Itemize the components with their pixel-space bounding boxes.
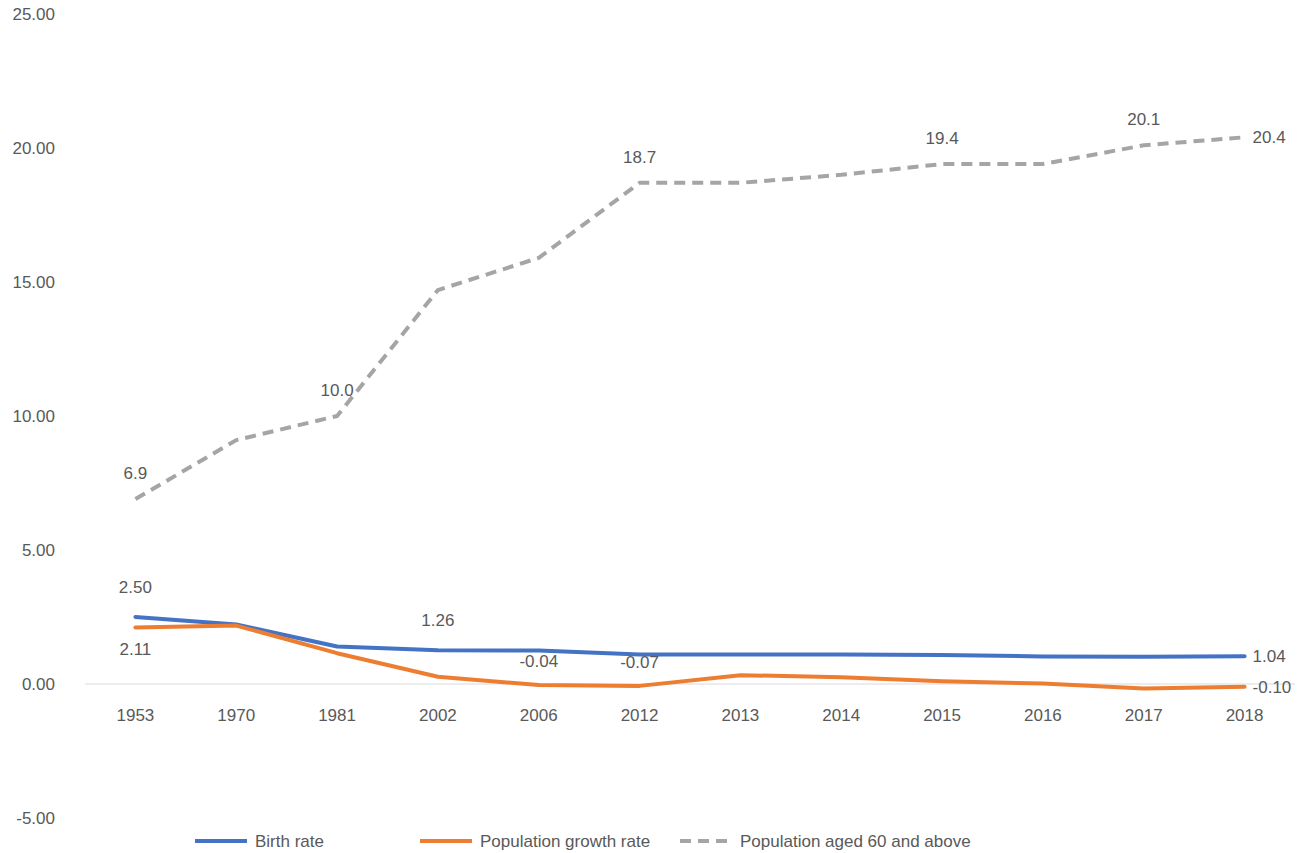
x-tick-label: 2014 [822, 706, 860, 725]
legend-swatch [195, 839, 247, 843]
series-line [135, 137, 1244, 499]
x-tick-label: 2017 [1125, 706, 1163, 725]
x-tick-label: 1981 [318, 706, 356, 725]
data-label: 20.4 [1253, 128, 1286, 147]
x-tick-label: 2018 [1226, 706, 1264, 725]
x-tick-label: 2006 [520, 706, 558, 725]
data-label: 6.9 [124, 464, 148, 483]
data-label: -0.04 [519, 652, 558, 671]
series-line [135, 626, 1244, 689]
data-label: 10.0 [321, 381, 354, 400]
x-tick-label: 2016 [1024, 706, 1062, 725]
legend-label: Population aged 60 and above [740, 832, 971, 851]
x-tick-label: 2013 [722, 706, 760, 725]
y-tick-label: 10.00 [12, 407, 55, 426]
x-tick-label: 1953 [117, 706, 155, 725]
series-line [135, 617, 1244, 657]
y-tick-label: 5.00 [22, 541, 55, 560]
plot-area [135, 137, 1244, 688]
data-label: 2.11 [120, 640, 152, 659]
legend-swatch [420, 839, 472, 843]
y-tick-label: 15.00 [12, 273, 55, 292]
data-label: 18.7 [623, 148, 656, 167]
data-label: 20.1 [1127, 110, 1160, 129]
chart: -5.00 0.00 5.00 10.00 15.00 20.00 25.00 1953 197… [0, 0, 1300, 853]
y-tick-label: 20.00 [12, 139, 55, 158]
y-tick-label: -5.00 [16, 809, 55, 828]
data-label: -0.10 [1253, 678, 1292, 697]
x-tick-label: 1970 [217, 706, 255, 725]
y-tick-label: 25.00 [12, 5, 55, 24]
legend-label: Birth rate [255, 832, 324, 851]
data-label: 1.26 [421, 611, 454, 630]
x-axis [85, 684, 1295, 685]
data-label: 1.04 [1253, 647, 1286, 666]
data-label: -0.07 [620, 653, 659, 672]
x-tick-label: 2002 [419, 706, 457, 725]
x-tick-label: 2015 [923, 706, 961, 725]
x-tick-label: 2012 [621, 706, 659, 725]
legend-label: Population growth rate [480, 832, 650, 851]
data-label: 2.50 [119, 578, 152, 597]
legend-swatch [680, 839, 732, 843]
y-tick-label: 0.00 [22, 675, 55, 694]
data-label: 19.4 [926, 129, 959, 148]
